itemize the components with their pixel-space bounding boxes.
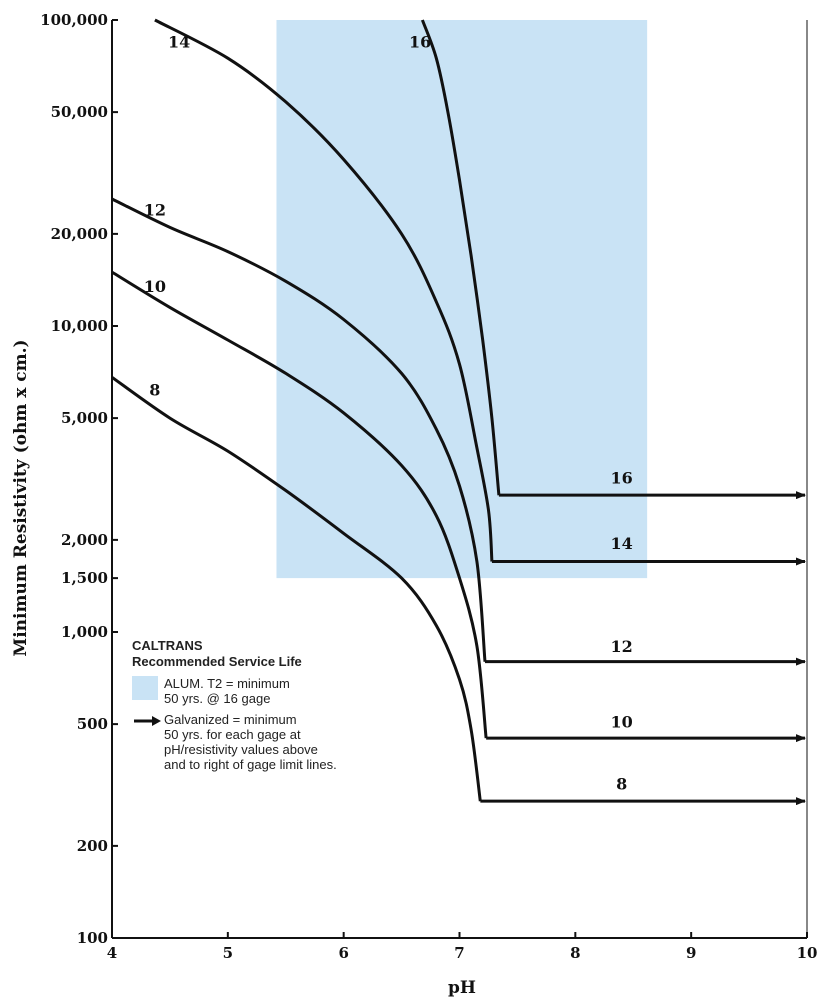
y-tick-label: 100,000 bbox=[40, 11, 108, 29]
axes-layer: 4 5 6 7 8 9 10 100 200 500 1,000 1,500 2,000 5,000 10,… bbox=[40, 11, 817, 962]
y-tick-label: 50,000 bbox=[51, 103, 108, 121]
legend-title-1: CALTRANS bbox=[132, 638, 203, 653]
legend-row-alum: ALUM. T2 = minimum 50 yrs. @ 16 gage bbox=[132, 676, 422, 706]
x-tick-label: 6 bbox=[338, 944, 348, 962]
curve-label-16: 16 bbox=[611, 468, 633, 487]
y-tick-label: 100 bbox=[77, 929, 108, 947]
series-curve-12 bbox=[111, 197, 487, 662]
curve-label-12: 12 bbox=[144, 201, 166, 220]
y-tick-label: 1,000 bbox=[61, 623, 108, 641]
legend-swatch-alum bbox=[132, 676, 158, 700]
shaded-region bbox=[276, 20, 648, 579]
curve-label-14: 14 bbox=[168, 33, 190, 52]
legend-row-galv: Galvanized = minimum 50 yrs. for each ga… bbox=[132, 712, 422, 772]
y-tick-label: 20,000 bbox=[51, 225, 108, 243]
y-tick-label: 2,000 bbox=[61, 531, 108, 549]
series-curve-16 bbox=[420, 19, 501, 496]
curve-label-8: 8 bbox=[149, 381, 160, 400]
curve-label-14: 14 bbox=[611, 534, 633, 553]
legend-text-galv: Galvanized = minimum 50 yrs. for each ga… bbox=[164, 712, 337, 772]
curve-label-10: 10 bbox=[144, 277, 166, 296]
series-curve-8 bbox=[111, 376, 482, 802]
arrow-right-icon bbox=[132, 712, 162, 732]
y-tick-label: 10,000 bbox=[51, 317, 108, 335]
shade-layer bbox=[276, 20, 648, 579]
legend: CALTRANS Recommended Service Life ALUM. … bbox=[132, 638, 422, 772]
y-axis-title: Minimum Resistivity (ohm x cm.) bbox=[11, 339, 31, 656]
x-axis-title: pH bbox=[448, 978, 476, 998]
curve-label-8: 8 bbox=[616, 774, 627, 793]
series-curve-14 bbox=[154, 18, 494, 562]
x-tick-label: 4 bbox=[107, 944, 117, 962]
x-tick-label: 9 bbox=[686, 944, 696, 962]
curve-label-16: 16 bbox=[409, 33, 431, 52]
x-tick-label: 5 bbox=[223, 944, 233, 962]
series-layer bbox=[111, 18, 806, 806]
curve-label-10: 10 bbox=[611, 712, 633, 731]
y-tick-label: 500 bbox=[77, 715, 108, 733]
curve-label-12: 12 bbox=[611, 637, 633, 656]
y-tick-label: 1,500 bbox=[61, 569, 108, 587]
x-tick-label: 7 bbox=[454, 944, 464, 962]
series-curve-10 bbox=[111, 270, 488, 739]
y-tick-label: 5,000 bbox=[61, 409, 108, 427]
legend-text-alum: ALUM. T2 = minimum 50 yrs. @ 16 gage bbox=[164, 676, 290, 706]
y-tick-label: 200 bbox=[77, 837, 108, 855]
x-tick-label: 8 bbox=[570, 944, 580, 962]
labels-layer: 16 14 12 10 8 16 14 12 10 8 bbox=[144, 33, 633, 794]
x-tick-label: 10 bbox=[797, 944, 818, 962]
legend-title-2: Recommended Service Life bbox=[132, 654, 302, 669]
